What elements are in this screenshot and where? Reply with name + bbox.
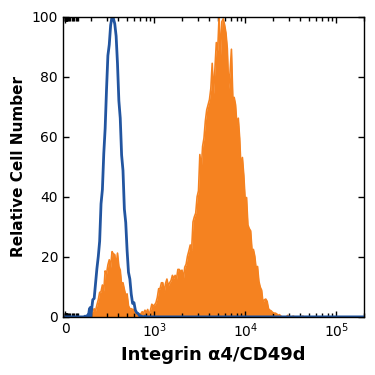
X-axis label: Integrin α4/CD49d: Integrin α4/CD49d	[121, 346, 306, 364]
Y-axis label: Relative Cell Number: Relative Cell Number	[11, 76, 26, 257]
